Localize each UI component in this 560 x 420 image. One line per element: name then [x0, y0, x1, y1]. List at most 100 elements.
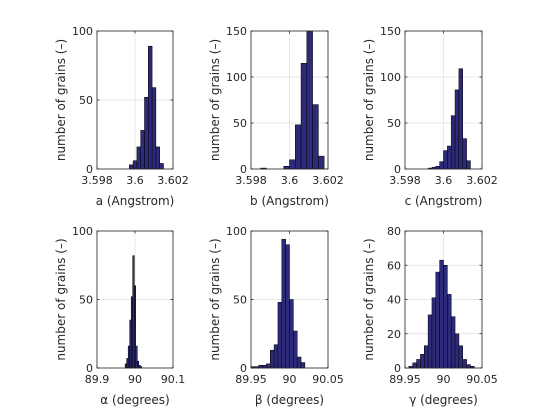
x-axis-label: b (Angstrom): [250, 194, 329, 208]
x-tick-label: 3.6: [435, 174, 453, 187]
x-axis-label: γ (degrees): [409, 393, 478, 407]
y-tick-label: 0: [394, 362, 401, 375]
histogram-bar: [273, 344, 279, 369]
x-tick-label: 3.598: [235, 174, 267, 187]
histogram-bar: [424, 345, 429, 369]
y-tick-label: 100: [72, 225, 93, 238]
y-tick-label: 0: [394, 163, 401, 176]
x-tick-label: 89.95: [235, 373, 267, 386]
y-tick-label: 0: [240, 163, 247, 176]
histogram-bar: [140, 130, 145, 170]
histogram-bar: [270, 349, 275, 369]
histogram-bar: [466, 160, 471, 170]
y-axis-label: number of grains (–): [362, 39, 376, 161]
y-tick-label: 100: [226, 71, 247, 84]
histogram-bar: [447, 145, 452, 170]
histogram-bar: [258, 365, 263, 369]
histogram-bar: [450, 316, 456, 369]
histogram-bar: [285, 244, 290, 369]
chart-panel-5: 89.95 90 90.05 0 50 100 β (degrees) number of g…: [208, 225, 344, 407]
x-tick-label: 90.1: [161, 373, 186, 386]
histogram-bar: [416, 359, 421, 369]
histogram-bar: [443, 150, 448, 170]
histogram-bar: [151, 87, 157, 170]
histogram-bar: [420, 354, 425, 369]
histogram-bar: [144, 96, 149, 170]
histogram-bar: [435, 271, 440, 369]
x-tick-label: 3.598: [81, 174, 113, 187]
histogram-bar: [458, 345, 463, 369]
histogram-bar: [439, 161, 444, 170]
y-tick-label: 100: [226, 225, 247, 238]
x-tick-label: 3.602: [312, 174, 344, 187]
histogram-bar: [283, 165, 290, 170]
y-tick-label: 50: [79, 294, 93, 307]
x-tick-label: 3.598: [389, 174, 421, 187]
y-tick-label: 40: [387, 294, 401, 307]
histogram-bar: [439, 259, 444, 369]
y-tick-label: 50: [233, 294, 247, 307]
histogram-bar: [466, 364, 471, 369]
x-axis-label: a (Angstrom): [96, 194, 175, 208]
histogram-bar: [450, 115, 456, 170]
x-tick-label: 3.6: [281, 174, 299, 187]
chart-panel-4: 89.9 90 90.1 0 50 100 α (degrees) number of gra…: [54, 225, 185, 407]
chart-panel-6: 89.95 90 90.05 0 20 40 60 80 γ (degrees) number o…: [362, 225, 498, 407]
histogram-bar: [136, 146, 141, 170]
y-tick-label: 80: [387, 225, 401, 238]
x-tick-label: 90: [283, 373, 297, 386]
histogram-bar: [129, 164, 134, 170]
chart-panel-1: 3.598 3.6 3.602 0 50 100 a (Angstrom) number of…: [54, 25, 189, 208]
x-tick-label: 89.95: [389, 373, 421, 386]
x-tick-label: 90: [437, 373, 451, 386]
histogram-bar: [454, 333, 460, 369]
histogram-bar: [431, 297, 437, 369]
y-axis-label: number of grains (–): [362, 238, 376, 360]
x-axis-label: β (degrees): [255, 393, 324, 407]
y-tick-label: 150: [226, 25, 247, 38]
histogram-bar: [289, 299, 294, 369]
histogram-bar: [266, 363, 271, 369]
histogram-bar: [454, 89, 460, 170]
x-tick-label: 3.6: [126, 174, 144, 187]
histogram-bar: [148, 45, 153, 170]
y-tick-label: 100: [72, 25, 93, 38]
y-tick-label: 60: [387, 259, 401, 272]
chart-panel-3: 3.598 3.6 3.602 0 50 100 150 c (Angstrom) number…: [362, 25, 498, 208]
histogram-bar: [427, 314, 433, 369]
chart-panel-2: 3.598 3.6 3.602 0 50 100 150 b (Angstrom) number…: [208, 25, 344, 208]
y-axis-label: number of grains (–): [54, 238, 68, 360]
y-tick-label: 50: [233, 117, 247, 130]
x-tick-label: 90.05: [466, 373, 498, 386]
histogram-bar: [462, 359, 467, 369]
histogram-bar: [277, 301, 283, 369]
y-tick-label: 150: [380, 25, 401, 38]
histogram-bar: [412, 362, 417, 369]
histogram-bar: [262, 365, 267, 369]
x-tick-label: 3.602: [466, 174, 498, 187]
histogram-bar: [306, 30, 313, 170]
x-tick-label: 3.602: [157, 174, 189, 187]
histogram-bar: [300, 362, 306, 369]
histogram-bar: [318, 155, 325, 170]
histogram-bar: [458, 68, 463, 170]
histogram-bar: [435, 165, 440, 170]
x-axis-label: α (degrees): [100, 393, 169, 407]
histogram-bar: [447, 294, 452, 369]
y-axis-label: number of grains (–): [208, 39, 222, 161]
histogram-bar: [155, 146, 160, 170]
x-tick-label: 89.9: [85, 373, 110, 386]
histogram-bar: [300, 62, 308, 170]
x-tick-label: 90: [128, 373, 142, 386]
y-tick-label: 20: [387, 328, 401, 341]
histogram-bar: [312, 104, 319, 170]
x-tick-label: 90.05: [312, 373, 344, 386]
y-axis-label: number of grains (–): [54, 39, 68, 161]
histogram-bar: [159, 163, 164, 170]
histogram-bar: [289, 159, 296, 170]
y-tick-label: 100: [380, 71, 401, 84]
histogram-bar: [281, 238, 286, 369]
y-tick-label: 50: [79, 94, 93, 107]
histogram-bar: [443, 265, 448, 369]
